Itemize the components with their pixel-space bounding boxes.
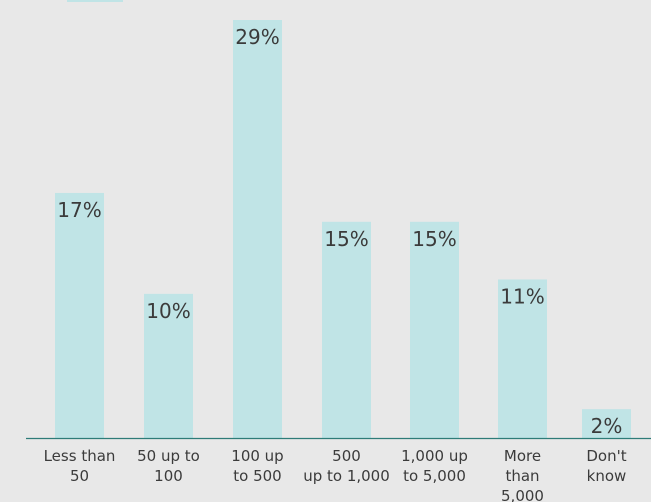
x-tick-label-7: Don't know: [586, 447, 626, 485]
x-tick-label-2: 50 up to 100: [137, 447, 200, 485]
x-tick-labels-group: Less than 50 50 up to 100 100 up to 500 500 up …: [44, 447, 627, 502]
value-label-6: 11%: [500, 284, 544, 308]
value-label-5: 15%: [412, 227, 456, 251]
bar-3: [233, 20, 282, 438]
x-tick-label-1: Less than 50: [44, 447, 116, 485]
bars-group: [55, 20, 631, 438]
value-label-4: 15%: [324, 227, 368, 251]
x-tick-label-4: 500 up to 1,000: [303, 447, 390, 485]
value-label-7: 2%: [591, 414, 623, 438]
bar-4: [322, 221, 371, 438]
bar-6: [498, 279, 547, 438]
value-labels-group: 17% 10% 29% 15% 15% 11% 2%: [57, 25, 622, 438]
bar-7: [582, 409, 631, 438]
value-label-1: 17%: [57, 198, 101, 222]
value-label-2: 10%: [146, 299, 190, 323]
x-tick-label-6: More than 5,000: [501, 447, 544, 502]
bar-5: [410, 221, 459, 438]
bar-2: [144, 293, 193, 438]
bar-1: [55, 192, 104, 438]
value-label-3: 29%: [235, 25, 279, 49]
x-tick-label-3: 100 up to 500: [231, 447, 283, 485]
x-tick-label-5: 1,000 up to 5,000: [401, 447, 468, 485]
legend-swatch-fragment: [67, 0, 123, 2]
